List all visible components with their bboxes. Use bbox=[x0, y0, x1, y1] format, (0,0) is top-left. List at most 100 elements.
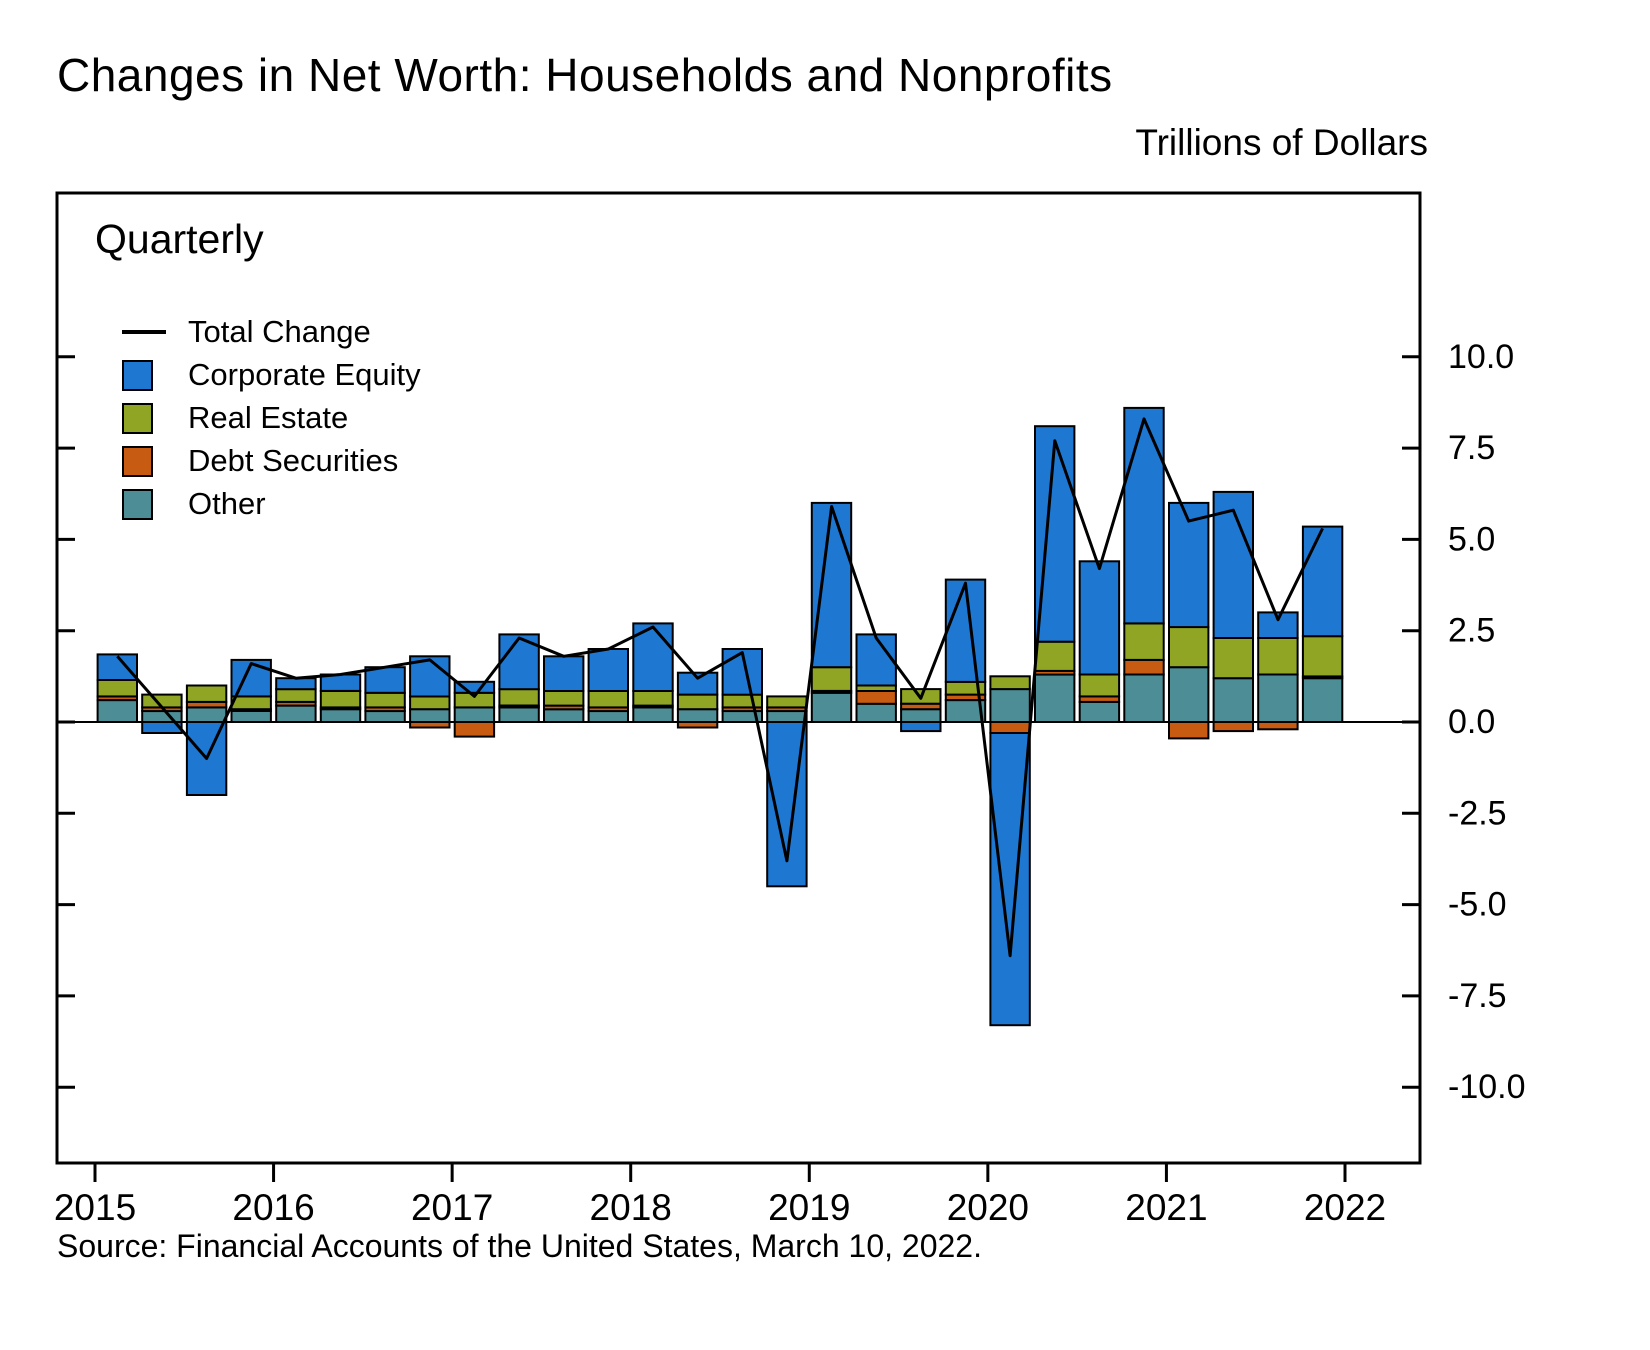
bar-segment bbox=[1257, 611, 1299, 640]
bar-segment bbox=[1301, 635, 1344, 678]
y-tick-label: 5.0 bbox=[1448, 520, 1495, 558]
total-change-line bbox=[116, 417, 1324, 958]
bar-segment bbox=[1123, 673, 1165, 723]
bar-segment bbox=[632, 690, 674, 707]
bar-segment bbox=[810, 501, 853, 669]
corporate-equity-swatch-icon bbox=[122, 359, 170, 391]
bar-segment bbox=[989, 732, 1031, 1027]
bar-segment bbox=[1123, 622, 1165, 661]
bar-segment bbox=[1257, 721, 1299, 731]
bar-segment bbox=[810, 666, 853, 692]
bar-segment bbox=[453, 706, 496, 724]
bar-segment bbox=[855, 690, 897, 705]
y-tick-label: 2.5 bbox=[1448, 612, 1495, 650]
bar-segment bbox=[989, 688, 1031, 723]
bar-segment bbox=[1212, 721, 1254, 733]
bar-segment bbox=[185, 684, 228, 703]
bar-segment bbox=[1257, 673, 1299, 723]
bar-segment bbox=[1034, 673, 1076, 723]
bar-segment bbox=[676, 693, 719, 711]
bar-segment bbox=[587, 648, 629, 692]
legend-label: Real Estate bbox=[188, 400, 349, 435]
legend-item-debt-securities: Debt Securities bbox=[122, 443, 421, 478]
bar-segment bbox=[319, 708, 362, 724]
bar-segment bbox=[900, 708, 942, 724]
units-label: Trillions of Dollars bbox=[1135, 122, 1428, 163]
bar-segment bbox=[141, 721, 183, 734]
bar-segment bbox=[185, 721, 228, 796]
bar-segment bbox=[1212, 490, 1254, 639]
bar-segment bbox=[944, 578, 987, 683]
bar-segment bbox=[364, 691, 406, 709]
bar-segment bbox=[721, 693, 763, 709]
x-tick-label: 2021 bbox=[1125, 1187, 1207, 1228]
bar-segment bbox=[766, 710, 808, 723]
debt-securities-swatch-icon bbox=[122, 445, 170, 477]
bar-segment bbox=[989, 675, 1031, 691]
legend-label: Total Change bbox=[188, 314, 371, 349]
source-note: Source: Financial Accounts of the United… bbox=[57, 1228, 982, 1264]
x-tick-label: 2019 bbox=[768, 1187, 850, 1228]
x-tick-label: 2017 bbox=[411, 1187, 493, 1228]
bar-segment bbox=[587, 710, 629, 723]
bar-segment bbox=[543, 708, 585, 724]
bar-segment bbox=[275, 688, 317, 703]
y-tick-label: 7.5 bbox=[1448, 429, 1495, 467]
bar-segment bbox=[1123, 658, 1165, 676]
other-swatch-icon bbox=[122, 488, 170, 520]
bar-segment bbox=[1212, 637, 1254, 680]
bar-segment bbox=[96, 679, 138, 698]
legend-label: Corporate Equity bbox=[188, 357, 421, 392]
bar-segment bbox=[230, 710, 272, 723]
bar-segment bbox=[230, 695, 272, 711]
bar-segment bbox=[1168, 666, 1210, 724]
y-tick-label: -10.0 bbox=[1448, 1068, 1526, 1106]
bar-segment bbox=[543, 690, 585, 707]
bar-segment bbox=[1212, 677, 1254, 724]
x-tick-label: 2018 bbox=[590, 1187, 672, 1228]
chart-title: Changes in Net Worth: Households and Non… bbox=[57, 49, 1113, 101]
bar-segment bbox=[543, 655, 585, 692]
bar-segment bbox=[275, 704, 317, 723]
bar-segment bbox=[319, 690, 362, 709]
bar-segment bbox=[1078, 673, 1121, 698]
bar-segment bbox=[409, 708, 451, 724]
x-tick-label: 2022 bbox=[1304, 1187, 1386, 1228]
y-tick-label: -2.5 bbox=[1448, 794, 1507, 832]
bar-segment bbox=[453, 721, 496, 738]
y-tick-label: 10.0 bbox=[1448, 338, 1514, 376]
bar-segment bbox=[409, 695, 451, 711]
x-tick-label: 2015 bbox=[54, 1187, 136, 1228]
legend-item-other: Other bbox=[122, 486, 421, 521]
bar-segment bbox=[364, 710, 406, 723]
bar-segment bbox=[96, 699, 138, 723]
bar-segment bbox=[989, 721, 1031, 734]
bar-segment bbox=[275, 677, 317, 691]
x-tick-label: 2016 bbox=[232, 1187, 314, 1228]
bar-segment bbox=[1123, 406, 1165, 625]
x-tick-label: 2020 bbox=[947, 1187, 1029, 1228]
real-estate-swatch-icon bbox=[122, 402, 170, 434]
bar-segment bbox=[1168, 721, 1210, 740]
bar-segment bbox=[1034, 640, 1076, 672]
legend-item-corporate-equity: Corporate Equity bbox=[122, 357, 421, 392]
frequency-label: Quarterly bbox=[95, 216, 264, 262]
bar-segment bbox=[1078, 560, 1121, 676]
bar-segment bbox=[676, 708, 719, 724]
bar-segment bbox=[409, 721, 451, 729]
bar-segment bbox=[453, 680, 496, 694]
bar-segment bbox=[900, 721, 942, 733]
bar-segment bbox=[587, 690, 629, 709]
bar-segment bbox=[766, 695, 808, 709]
legend-label: Debt Securities bbox=[188, 443, 399, 478]
legend-label: Other bbox=[188, 486, 266, 521]
y-tick-label: -5.0 bbox=[1448, 886, 1507, 924]
bar-segment bbox=[364, 666, 406, 694]
bar-segment bbox=[185, 706, 228, 724]
bar-segment bbox=[1257, 637, 1299, 676]
bar-segment bbox=[96, 653, 138, 682]
bar-segment bbox=[498, 688, 540, 707]
bar-segment bbox=[1168, 501, 1210, 629]
y-tick-label: -7.5 bbox=[1448, 977, 1507, 1015]
